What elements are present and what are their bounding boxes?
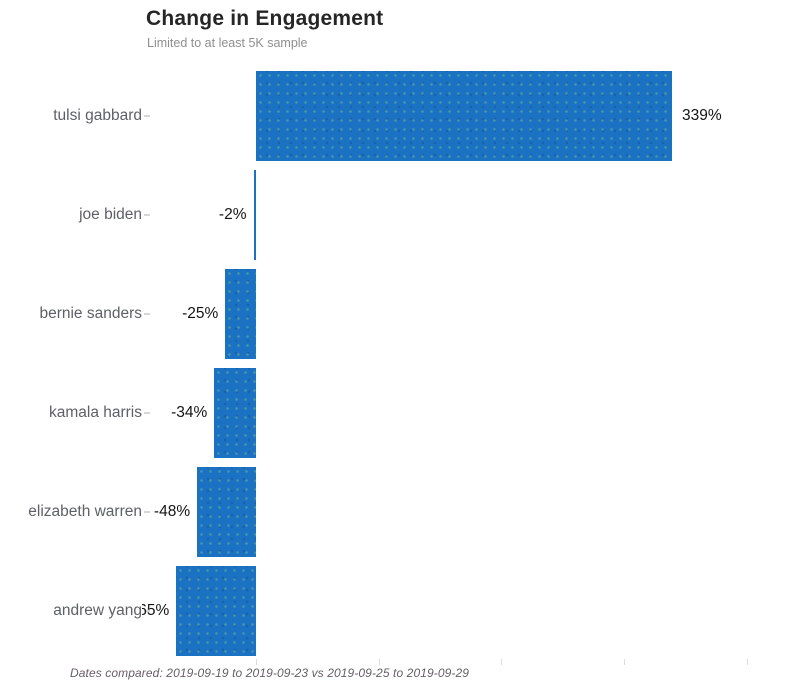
y-axis-tick [144, 115, 150, 117]
x-axis-tick [624, 659, 626, 665]
value-label: -25% [182, 305, 219, 322]
bar-kamala-harris [214, 368, 256, 458]
category-label: andrew yang [49, 600, 142, 622]
value-label: -2% [218, 206, 247, 223]
bar-elizabeth-warren [197, 467, 256, 557]
category-label: bernie sanders [35, 303, 142, 325]
category-label: tulsi gabbard [49, 105, 142, 127]
value-label: 339% [682, 107, 722, 124]
x-axis-tick [746, 659, 748, 665]
dates-compared-caption: Dates compared: 2019-09-19 to 2019-09-23… [70, 666, 470, 680]
y-axis-tick [144, 412, 150, 414]
chart-title: Change in Engagement [146, 7, 384, 30]
value-label: -65% [133, 602, 170, 619]
category-label: joe biden [75, 204, 142, 226]
y-axis-tick [144, 214, 150, 216]
category-label: kamala harris [44, 402, 142, 424]
x-axis-tick [501, 659, 503, 665]
bar-joe-biden [253, 170, 256, 260]
value-label: -34% [171, 404, 208, 421]
category-label: elizabeth warren [24, 501, 142, 523]
y-axis-tick [144, 313, 150, 315]
value-label: -48% [153, 503, 191, 520]
y-axis-tick [144, 511, 150, 513]
x-axis-tick [378, 659, 380, 665]
y-axis-tick [144, 610, 150, 612]
bar-tulsi-gabbard [256, 71, 672, 161]
x-axis-tick [256, 659, 257, 665]
bar-andrew-yang [176, 566, 256, 656]
chart-subtitle: Limited to at least 5K sample [147, 36, 308, 50]
bar-bernie-sanders [225, 269, 256, 359]
